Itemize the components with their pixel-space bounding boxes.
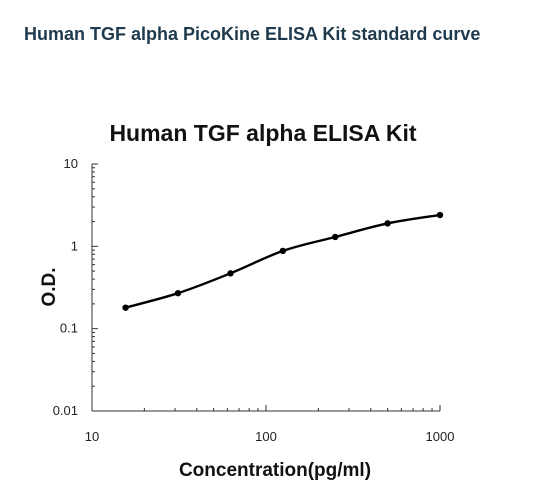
data-point — [279, 247, 287, 255]
axis-tick-labels: 0.01 0.1 1 10 10 100 1000 — [53, 156, 455, 444]
y-tick-label: 0.1 — [60, 321, 78, 336]
data-point — [332, 233, 339, 241]
page-title: Human TGF alpha PicoKine ELISA Kit stand… — [24, 24, 481, 44]
y-tick-label: 10 — [64, 156, 78, 171]
y-axis-label: O.D. — [39, 267, 60, 306]
series-markers — [122, 211, 444, 311]
x-tick-label: 1000 — [426, 429, 455, 444]
y-tick-label: 1 — [71, 238, 78, 253]
chart-title: Human TGF alpha ELISA Kit — [109, 120, 416, 146]
x-axis-label: Concentration(pg/ml) — [179, 460, 371, 481]
x-tick-label: 10 — [85, 429, 99, 444]
y-tick-label: 0.01 — [53, 403, 78, 418]
series-line — [125, 213, 441, 309]
data-point — [122, 304, 129, 311]
axis-ticks — [91, 163, 441, 412]
chart-axes — [91, 164, 440, 412]
data-point — [436, 211, 444, 219]
data-point — [174, 289, 182, 297]
data-point — [227, 270, 234, 277]
data-point — [384, 220, 391, 227]
x-tick-label: 100 — [255, 429, 277, 444]
